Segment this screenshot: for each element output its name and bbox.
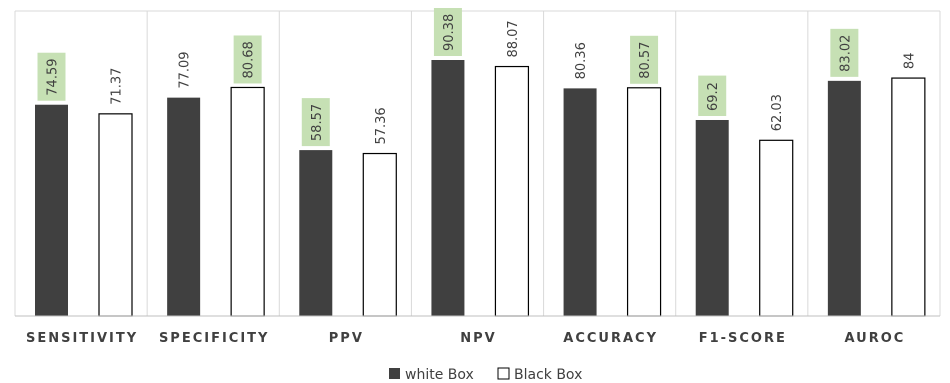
value-label-white-box-specificity: 77.09 <box>178 51 193 88</box>
value-label-highlight <box>233 35 262 84</box>
legend: white Box Black Box <box>389 367 582 383</box>
category-label-accuracy: ACCURACY <box>563 331 658 346</box>
value-labels: 74.59 71.37 77.09 80.68 58.57 57.36 90.38 88.07… <box>37 8 917 147</box>
value-label-black-box-auroc: 84 <box>902 53 917 70</box>
value-label-white-box-sensitivity: 74.59 <box>46 59 61 96</box>
value-label-black-box-specificity: 80.68 <box>242 41 257 78</box>
value-label-black-box-accuracy: 80.57 <box>638 42 653 79</box>
bar-black-box-accuracy <box>626 87 662 317</box>
category-labels: SENSITIVITY SPECIFICITY PPV NPV ACCURACY F1-S… <box>26 331 906 346</box>
category-label-f1-score: F1-SCORE <box>699 331 787 346</box>
bar-white-box-npv <box>431 60 465 316</box>
bar-black-box-specificity <box>230 86 265 317</box>
value-label-highlight <box>433 8 462 56</box>
bar-black-box-sensitivity <box>98 113 133 317</box>
legend-label-black-box: Black Box <box>514 367 582 383</box>
bar-white-box-specificity <box>167 97 201 316</box>
value-label-white-box-auroc: 83.02 <box>838 35 853 72</box>
legend-swatch-white-box <box>389 368 400 379</box>
legend-swatch-black-box <box>497 367 510 380</box>
bars <box>35 60 926 317</box>
value-label-highlight <box>301 98 330 147</box>
value-label-black-box-npv: 88.07 <box>506 20 521 57</box>
bar-white-box-sensitivity <box>35 104 68 316</box>
category-label-specificity: SPECIFICITY <box>159 331 270 346</box>
value-label-white-box-accuracy: 80.36 <box>574 42 589 79</box>
value-label-highlight <box>698 75 727 116</box>
bar-white-box-f1-score <box>695 119 729 316</box>
bar-white-box-auroc <box>827 80 861 316</box>
value-label-highlight <box>830 28 859 77</box>
value-label-white-box-f1-score: 69.2 <box>706 82 721 111</box>
bar-black-box-f1-score <box>759 139 794 317</box>
bar-black-box-auroc <box>891 77 926 317</box>
bar-black-box-npv <box>494 65 530 317</box>
category-label-ppv: PPV <box>329 331 364 346</box>
value-label-black-box-ppv: 57.36 <box>374 107 389 144</box>
category-separators <box>14 10 941 316</box>
legend-label-white-box: white Box <box>405 367 474 383</box>
category-label-auroc: AUROC <box>845 331 906 346</box>
value-label-white-box-npv: 90.38 <box>442 14 457 51</box>
category-label-npv: NPV <box>460 331 496 346</box>
value-label-highlight <box>630 35 659 84</box>
value-label-highlight <box>37 52 66 101</box>
bar-black-box-ppv <box>362 152 397 317</box>
bar-white-box-ppv <box>299 150 333 316</box>
value-label-black-box-f1-score: 62.03 <box>770 94 785 131</box>
value-label-black-box-sensitivity: 71.37 <box>110 68 125 105</box>
bar-white-box-accuracy <box>563 88 597 316</box>
value-label-white-box-ppv: 58.57 <box>310 104 325 141</box>
category-label-sensitivity: SENSITIVITY <box>26 331 138 346</box>
